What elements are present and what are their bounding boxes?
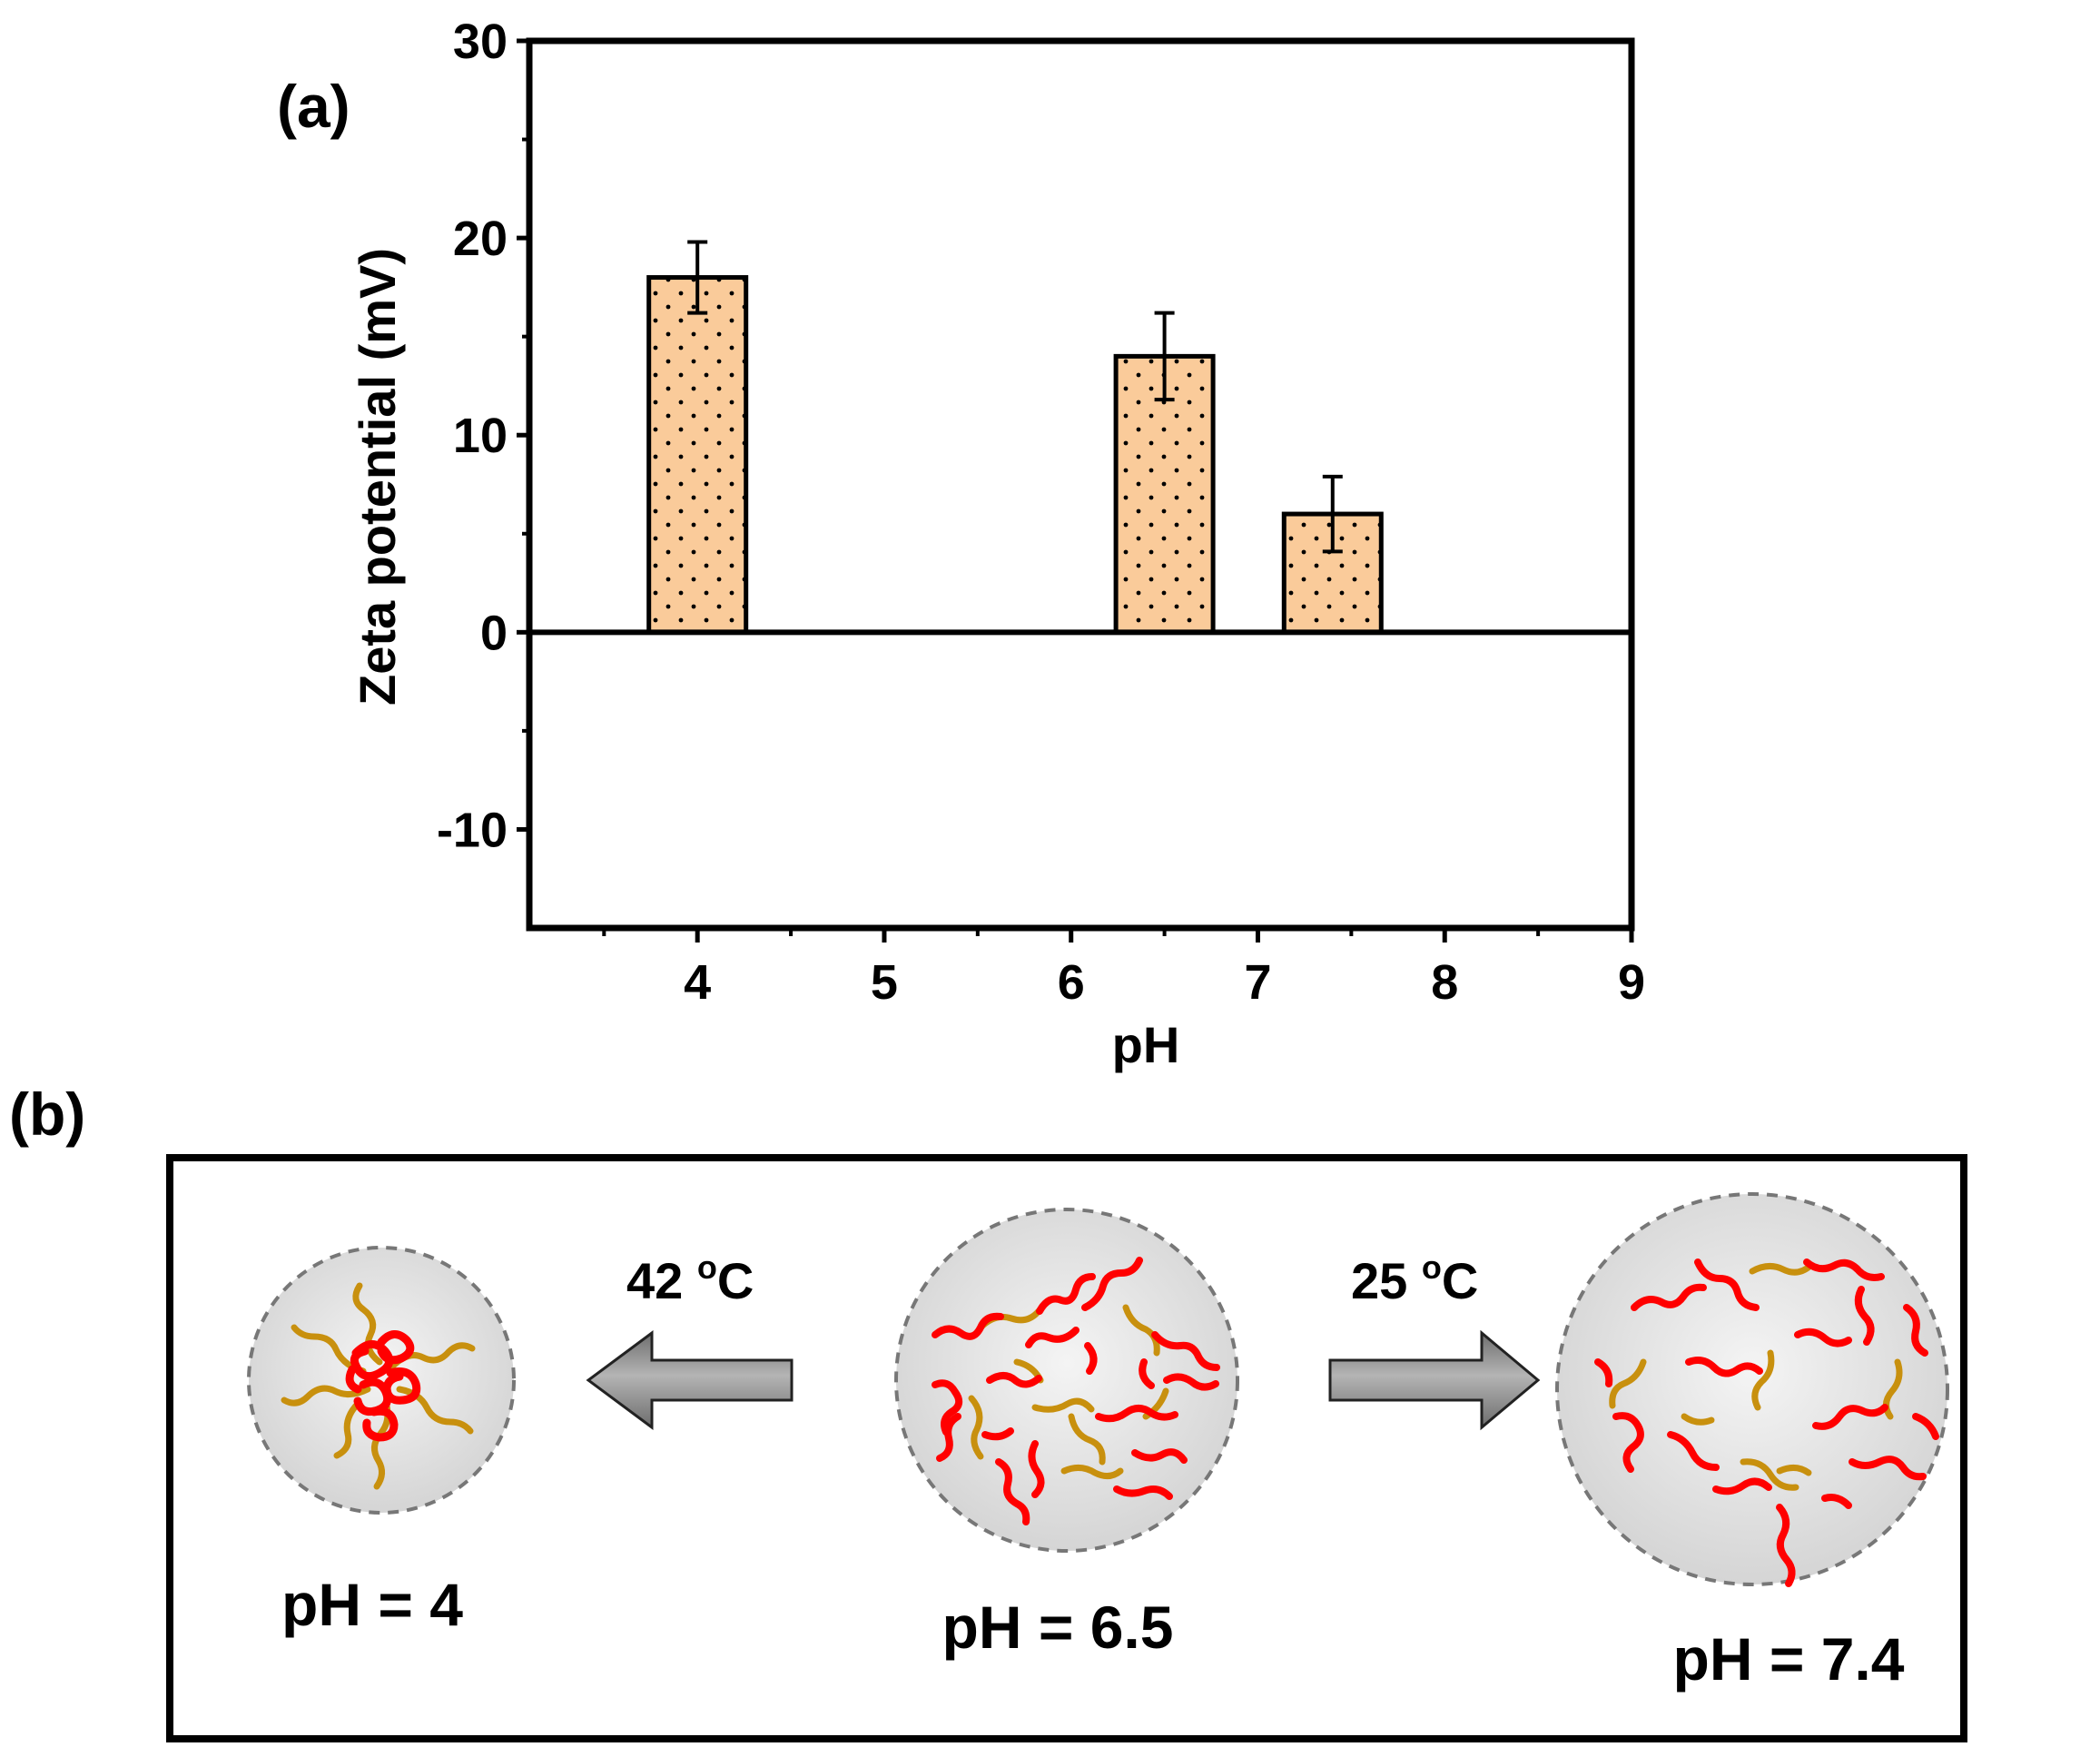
micelle-ph-7-4 xyxy=(1555,1192,1949,1587)
panel-b-label: (b) xyxy=(9,1081,85,1148)
temp-right-unit: C xyxy=(1442,1252,1478,1309)
bars-layer xyxy=(646,240,1384,635)
y-axis-title: Zeta potential (mV) xyxy=(349,248,406,706)
temp-left-value: 42 xyxy=(626,1252,697,1309)
y-tick-label: 30 xyxy=(453,15,508,69)
y-tick-label: -10 xyxy=(437,803,508,857)
plot-frame xyxy=(526,37,1635,932)
temp-label-right: 25 oC xyxy=(1351,1249,1478,1309)
ph65-red-chains xyxy=(932,1257,1220,1525)
panel-a-label: (a) xyxy=(277,73,350,140)
x-tick-label: 9 xyxy=(1618,955,1645,1010)
label-ph-6-5: pH = 6.5 xyxy=(942,1594,1174,1661)
temp-right-degree: o xyxy=(1422,1249,1442,1286)
label-ph-7-4: pH = 7.4 xyxy=(1673,1625,1905,1693)
micelle-ph-6-5 xyxy=(894,1208,1239,1553)
y-tick-label: 0 xyxy=(480,606,508,660)
y-tick-label: 10 xyxy=(453,409,508,463)
error-bar-ph-7-4 xyxy=(1322,474,1343,554)
x-tick-label: 7 xyxy=(1244,955,1271,1010)
error-bar-ph-4 xyxy=(687,240,708,315)
label-ph-4: pH = 4 xyxy=(281,1571,463,1638)
temp-right-value: 25 xyxy=(1351,1252,1422,1309)
micelle-ph-4 xyxy=(247,1246,516,1515)
ticks-layer xyxy=(517,38,1634,943)
ph4-red-core xyxy=(345,1330,421,1442)
tick-labels-layer: -10 0 10 20 30 4 5 6 7 8 9 xyxy=(437,15,1645,1010)
temp-left-degree: o xyxy=(697,1249,717,1286)
x-axis-title: pH xyxy=(1112,1016,1180,1073)
temp-left-unit: C xyxy=(717,1252,754,1309)
x-tick-label: 6 xyxy=(1058,955,1085,1010)
bar-ph-4 xyxy=(646,275,749,635)
arrow-left-42c xyxy=(586,1330,794,1430)
x-tick-label: 8 xyxy=(1431,955,1458,1010)
arrow-right-25c xyxy=(1328,1329,1541,1431)
ph74-red-chains xyxy=(1594,1258,1939,1587)
y-tick-label: 20 xyxy=(453,212,508,266)
temp-label-left: 42 oC xyxy=(626,1249,754,1309)
x-tick-label: 4 xyxy=(684,955,711,1010)
bar-ph-6-5 xyxy=(1113,353,1216,635)
error-bar-ph-6-5 xyxy=(1154,311,1175,402)
x-tick-label: 5 xyxy=(871,955,898,1010)
zeta-potential-chart: -10 0 10 20 30 4 5 6 7 8 9 Zeta potential (mV) pH xyxy=(349,15,1645,1073)
